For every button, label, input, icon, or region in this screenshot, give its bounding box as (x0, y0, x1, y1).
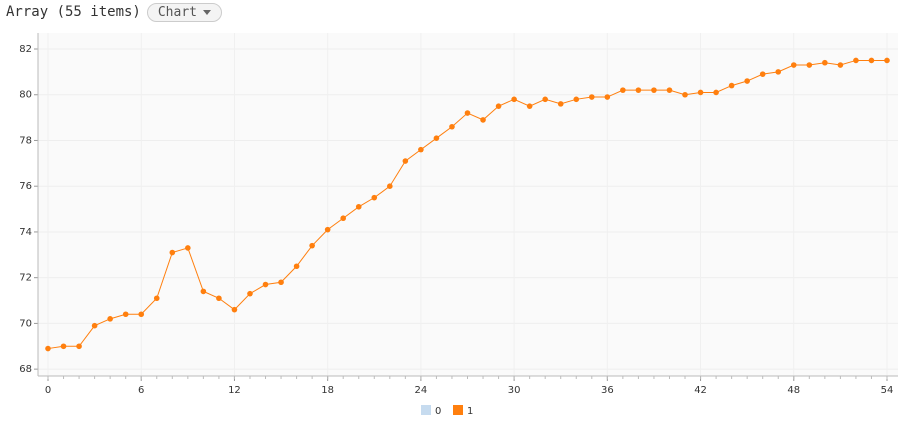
point (604, 94, 611, 100)
x-tick-label: 18 (321, 385, 334, 396)
x-tick-label: 48 (787, 385, 800, 396)
point (433, 135, 440, 141)
x-tick-label: 12 (228, 385, 241, 396)
point (262, 281, 269, 288)
chart: 68 70 72 74 76 78 80 82 0 6 12 18 24 30 36 42 48 54 0 1 (19, 33, 898, 417)
x-tick-label: 42 (694, 385, 707, 396)
point (588, 94, 595, 100)
point (169, 249, 176, 256)
y-tick-label: 76 (19, 181, 32, 192)
title: Array (55 items) (6, 4, 141, 20)
point (511, 96, 517, 103)
point (355, 203, 362, 210)
point (666, 87, 673, 93)
point (449, 123, 455, 130)
point (837, 62, 844, 68)
point (526, 103, 533, 109)
button-label: Chart (157, 4, 197, 20)
y-tick-label: 72 (19, 273, 32, 284)
point (573, 96, 580, 103)
point (806, 62, 813, 68)
point (216, 295, 222, 302)
point (464, 110, 471, 116)
view-button[interactable]: Chart (146, 2, 222, 22)
legend-item[interactable]: 1 (453, 405, 473, 417)
x-tick-label: 54 (881, 385, 894, 396)
point (542, 96, 548, 103)
x-tick-label: 6 (138, 385, 144, 396)
point (309, 242, 315, 249)
point (247, 290, 253, 297)
legend-item[interactable]: 0 (421, 405, 441, 417)
point (635, 87, 642, 93)
point (91, 322, 98, 329)
point (76, 343, 82, 350)
point (728, 82, 735, 89)
point (200, 288, 207, 295)
point (557, 101, 564, 107)
point (713, 89, 719, 96)
legend-label: 0 (435, 406, 441, 417)
legend-swatch (453, 405, 463, 415)
plot-area (38, 33, 898, 376)
point (185, 245, 191, 251)
point (620, 87, 626, 93)
point (293, 263, 300, 270)
point (822, 59, 828, 66)
dropdown-arrow (203, 9, 211, 15)
legend-swatch (421, 405, 431, 415)
point (884, 57, 890, 64)
point (153, 295, 160, 302)
y-tick-label: 80 (19, 90, 32, 101)
point (138, 311, 145, 318)
point (853, 57, 859, 64)
point (480, 117, 486, 123)
y-tick-label: 78 (19, 135, 32, 146)
point (231, 306, 238, 313)
y-tick-label: 68 (19, 364, 32, 375)
y-tick-label: 82 (19, 44, 32, 55)
point (651, 87, 657, 93)
x-tick-label: 0 (45, 385, 51, 396)
x-tick-label: 30 (508, 385, 521, 396)
point (402, 158, 409, 164)
point (324, 226, 331, 233)
point (744, 78, 750, 84)
legend-label: 1 (467, 406, 473, 417)
y-tick-label: 74 (19, 227, 32, 238)
point (45, 345, 51, 352)
point (759, 71, 766, 77)
x-tick-label: 36 (601, 385, 614, 396)
point (682, 91, 688, 98)
point (495, 103, 502, 109)
point (60, 343, 67, 350)
point (107, 316, 113, 322)
point (868, 57, 875, 64)
point (697, 89, 704, 96)
point (775, 69, 782, 75)
point (278, 279, 284, 286)
y-tick-label: 70 (19, 318, 32, 329)
point (340, 215, 347, 222)
point (122, 311, 129, 318)
point (790, 62, 797, 68)
header: Array (55 items) Chart (6, 0, 222, 24)
point (371, 194, 378, 201)
point (387, 183, 393, 190)
point (418, 146, 424, 153)
x-tick-label: 24 (415, 385, 428, 396)
